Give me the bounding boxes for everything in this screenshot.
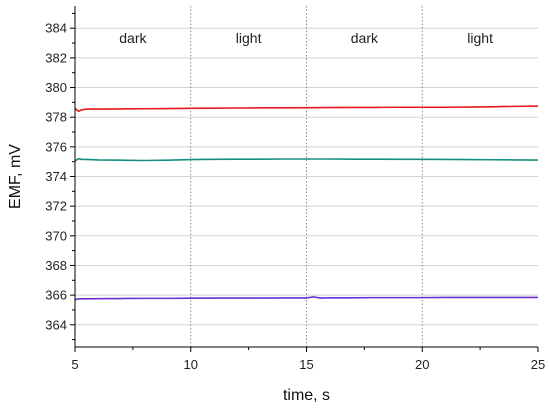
y-tick-label: 376 bbox=[45, 139, 67, 154]
region-annotation: dark bbox=[351, 30, 379, 46]
x-tick-label: 5 bbox=[71, 357, 78, 372]
y-tick-label: 368 bbox=[45, 258, 67, 273]
y-tick-label: 370 bbox=[45, 228, 67, 243]
y-tick-label: 364 bbox=[45, 317, 67, 332]
y-tick-label: 378 bbox=[45, 110, 67, 125]
x-tick-label: 10 bbox=[184, 357, 198, 372]
x-tick-label: 15 bbox=[299, 357, 313, 372]
region-annotations: dark light dark light bbox=[119, 30, 493, 46]
y-tick-label: 384 bbox=[45, 21, 67, 36]
series-line bbox=[74, 296, 538, 301]
series-lines bbox=[74, 105, 539, 301]
x-tick-label: 25 bbox=[531, 357, 545, 372]
region-annotation: light bbox=[467, 30, 493, 46]
x-axis-title: time, s bbox=[283, 387, 330, 404]
y-tick-label: 366 bbox=[45, 288, 67, 303]
region-dividers bbox=[190, 6, 423, 347]
tick-labels: 364 366 368 370 372 374 376 378 380 382 384 5 10 15 20… bbox=[45, 21, 545, 372]
series-line bbox=[74, 157, 539, 162]
region-annotation: light bbox=[236, 30, 262, 46]
tick-marks bbox=[70, 12, 539, 352]
y-tick-label: 382 bbox=[45, 50, 67, 65]
region-annotation: dark bbox=[119, 30, 147, 46]
y-tick-label: 374 bbox=[45, 169, 67, 184]
y-tick-label: 380 bbox=[45, 80, 67, 95]
series-line bbox=[74, 105, 539, 113]
x-tick-label: 20 bbox=[415, 357, 429, 372]
y-tick-label: 372 bbox=[45, 199, 67, 214]
y-axis-title: EMF, mV bbox=[7, 144, 24, 209]
